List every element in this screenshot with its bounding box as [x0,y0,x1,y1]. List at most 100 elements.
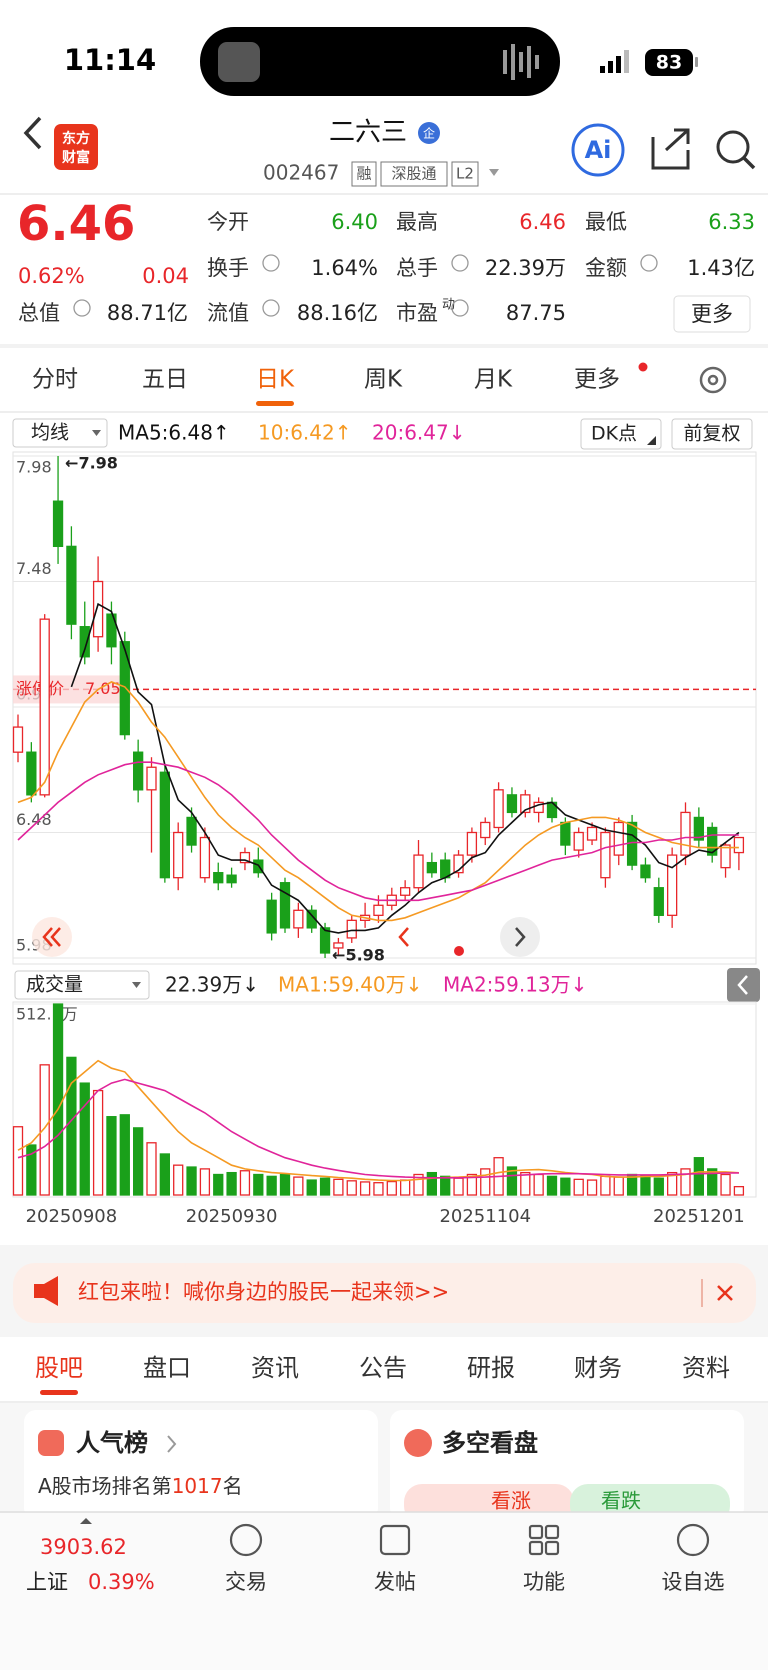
dk-button[interactable] [580,418,662,450]
select-text: 均线 [31,422,69,444]
candle-body [146,766,157,791]
nav-item[interactable]: 设自选 [662,1570,725,1594]
battery-level: 83 [656,52,682,74]
y-tick-label: 6.48 [16,810,52,829]
nav-next[interactable] [500,917,540,957]
signal [600,50,629,73]
stats: 今开 6.40 最高 6.46 最低 6.33 换手 1.64% 总手 22.39万 金额 1.43亿… [18,210,755,325]
candle-body [600,831,611,879]
content-tab[interactable]: 公告 [359,1354,407,1382]
volume-bar [266,1175,277,1196]
content-tab[interactable]: 研报 [467,1354,515,1382]
stat-label: 换手 [207,256,249,280]
y-tick-label: 7.98 [16,458,52,477]
nav-next-icon [515,927,526,947]
nav-item[interactable]: 交易 [225,1570,267,1594]
volume-bar [640,1174,651,1196]
volume-bar [119,1114,130,1196]
ma-line [17,1059,739,1182]
volume-bar [26,1144,37,1196]
period-tab[interactable]: 更多 [574,367,620,393]
stat-value: 1.64% [311,256,378,280]
side-tab[interactable] [727,968,760,1002]
stat-label: 总值 [18,301,60,325]
index-name[interactable]: 上证 [26,1570,68,1594]
chart-frame [12,1001,757,1198]
watch-icon [676,1523,710,1557]
banner-text: 红包来啦！喊你身边的股民一起来领>> [78,1280,449,1304]
share[interactable] [651,128,690,170]
settings[interactable] [699,366,727,394]
badge-text: 企 [423,126,435,141]
select[interactable] [14,970,150,1000]
settings-core [707,374,719,386]
volume-bar [253,1173,264,1196]
candle-body [173,831,184,879]
candle-body [613,821,624,856]
nav-item[interactable]: 功能 [523,1570,565,1594]
arrow [80,1518,92,1524]
select[interactable] [12,418,108,448]
index-value: 3903.62 [40,1535,127,1559]
legend-entry: 20:6.47↓ [372,421,465,445]
period-tab[interactable]: 月K [474,367,513,393]
back[interactable] [23,116,42,150]
dropdown[interactable] [489,169,499,176]
stat-label: 今开 [207,210,249,234]
select-text: 成交量 [26,974,83,996]
nav-item[interactable]: 发帖 [374,1570,416,1594]
content-tab[interactable]: 资讯 [251,1354,299,1382]
stock-code: 002467 [263,161,339,185]
content-tab[interactable]: 财务 [574,1354,622,1382]
candle-body [720,844,731,869]
adjust-button[interactable] [671,418,753,450]
content-tab[interactable]: 股吧 [35,1354,83,1382]
more-button[interactable] [673,295,751,333]
adjust-text: 前复权 [683,423,740,445]
ai-button[interactable] [571,123,625,177]
rank-prefix: A股市场排名第 [38,1474,172,1498]
legend-entry: MA5:6.48↑ [118,421,230,445]
nav-prev[interactable] [398,927,409,947]
close[interactable] [717,1285,733,1301]
divider [0,344,768,348]
content-tab[interactable]: 资料 [682,1354,730,1382]
candle-body [293,909,304,929]
info-icon [451,254,469,272]
legend-entry: MA2:59.13万↓ [443,973,587,997]
search[interactable] [716,130,750,164]
dot [638,362,648,372]
candle-body [319,927,331,954]
period-tab[interactable]: 分时 [32,367,78,393]
bottom-nav [0,1512,768,1670]
volume-bar [92,1089,104,1196]
candle-body [226,874,237,884]
logo[interactable] [54,124,98,170]
banner[interactable] [13,1263,756,1323]
period-tab[interactable]: 周K [364,367,403,393]
candle-body [520,794,531,814]
ai-text: Ai [585,136,612,164]
period-tab[interactable]: 日K [256,367,295,393]
dot [454,946,464,956]
volume-bar [506,1166,518,1196]
volume-bar [707,1168,718,1196]
rank-number: 1017 [172,1474,223,1498]
period-tab[interactable]: 五日 [142,367,188,393]
ma-line [70,602,740,934]
info-icon [73,299,91,317]
side-tab-icon [737,975,748,995]
stat-label: 最低 [585,210,627,234]
candle-body [119,641,130,736]
dynamic-island [200,27,560,96]
content-tab[interactable]: 盘口 [143,1354,191,1382]
rank-icon [38,1430,64,1456]
volume-bar [466,1173,478,1196]
candle-body [506,794,518,814]
candle-body [426,861,438,874]
stat-label: 总手 [396,256,438,280]
change: 0.04 [142,264,189,288]
rank-card[interactable] [24,1410,378,1520]
stat-label: 最高 [396,210,438,234]
